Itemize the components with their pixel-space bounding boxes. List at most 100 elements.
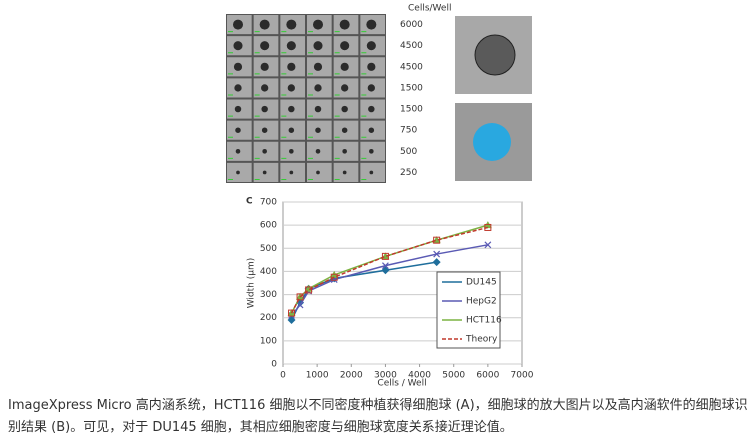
x-tick-label: 5000 (442, 371, 465, 381)
spheroid (261, 105, 268, 113)
x-tick-label: 7000 (511, 371, 534, 381)
scale-bar (281, 52, 287, 54)
y-tick-label: 200 (260, 313, 277, 323)
scale-bar (361, 136, 367, 138)
spheroid (286, 19, 297, 30)
scale-bar (281, 115, 287, 117)
spheroid (368, 127, 375, 133)
scale-bar (334, 136, 340, 138)
y-tick-label: 400 (260, 267, 277, 277)
scale-bar (254, 73, 260, 75)
spheroid (313, 62, 323, 71)
spheroid (313, 41, 323, 51)
density-label: 4500 (400, 62, 423, 72)
scale-bar (308, 179, 313, 180)
scale-bar (281, 73, 287, 75)
x-tick-label: 4000 (408, 371, 431, 381)
scale-bar (334, 31, 340, 33)
spheroid (234, 84, 242, 92)
marker (304, 284, 313, 292)
scale-bar (281, 31, 287, 33)
y-tick-label: 300 (260, 290, 277, 300)
x-tick-label: 2000 (340, 371, 363, 381)
well-grid (226, 14, 386, 183)
spheroid (367, 84, 375, 92)
spheroid (286, 41, 296, 51)
spheroid (341, 127, 348, 133)
spheroid (341, 105, 348, 113)
spheroid (342, 149, 347, 154)
density-label: 250 (400, 168, 417, 178)
scale-bar (361, 31, 367, 33)
scale-bar (361, 179, 367, 180)
y-axis-label: Width (μm) (247, 258, 257, 309)
scale-bar (228, 157, 233, 159)
spheroid (260, 62, 269, 71)
scale-bar (228, 31, 233, 33)
scale-bar (281, 157, 287, 159)
y-tick-label: 0 (271, 360, 277, 370)
marker (288, 309, 296, 317)
scale-bar (334, 179, 340, 180)
marker (433, 236, 441, 244)
scale-bar (361, 94, 367, 96)
spheroid (340, 62, 349, 71)
x-axis-label: Cells / Well (377, 379, 426, 389)
scale-bar (228, 115, 233, 117)
legend-label: HCT116 (466, 316, 502, 326)
spheroid (235, 149, 241, 154)
spheroid (233, 62, 243, 71)
scale-bar (361, 115, 367, 117)
spheroid (287, 84, 295, 92)
spheroid (315, 149, 321, 154)
series-line (290, 226, 489, 314)
density-label: 6000 (400, 20, 423, 30)
panel-label: C (246, 197, 253, 207)
figure: Cells/Well C Cells / Well Width (μm) 600… (226, 4, 534, 389)
scale-bar (334, 157, 340, 159)
density-label: 1500 (400, 83, 423, 93)
spheroid (316, 170, 320, 175)
spheroid (289, 149, 294, 154)
caption: ImageXpress Micro 高内涵系统，HCT116 细胞以不同密度种植… (8, 398, 748, 435)
spheroid (367, 62, 376, 71)
spheroid (233, 41, 243, 51)
legend-label: HepG2 (466, 297, 497, 307)
spheroid (236, 170, 240, 175)
spheroid (261, 127, 268, 133)
marker (484, 241, 492, 249)
scale-bar (254, 179, 260, 180)
spheroid-zoom (474, 34, 516, 76)
scale-bar (228, 94, 233, 96)
marker (382, 262, 389, 270)
spheroid (260, 41, 270, 51)
scale-bar (334, 73, 340, 75)
scale-bar (308, 31, 313, 33)
scale-bar (281, 179, 287, 180)
marker (296, 301, 304, 309)
scale-bar (254, 157, 260, 159)
density-label: 1500 (400, 105, 423, 115)
spheroid (314, 84, 322, 92)
spheroid (262, 149, 267, 154)
scale-bar (308, 94, 313, 96)
spheroid (366, 19, 377, 30)
scale-bar (308, 52, 313, 54)
scale-bar (308, 157, 313, 159)
spheroid (259, 19, 270, 30)
scale-bar (254, 115, 260, 117)
spheroid-mask (473, 123, 511, 161)
marker (296, 293, 304, 301)
y-tick-label: 500 (260, 244, 277, 254)
scale-bar (308, 115, 313, 117)
panel-a-header: Cells/Well (408, 4, 451, 14)
y-tick-label: 100 (260, 336, 277, 346)
spheroid (315, 127, 321, 133)
scale-bar (308, 136, 313, 138)
scale-bar (254, 52, 260, 54)
spheroid (287, 62, 296, 71)
spheroid (314, 105, 322, 113)
marker (330, 273, 338, 281)
scale-bar (361, 52, 367, 54)
